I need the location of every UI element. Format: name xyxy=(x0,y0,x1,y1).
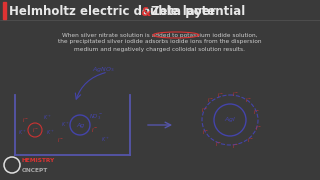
Text: $K^+$: $K^+$ xyxy=(101,136,109,144)
Text: $I^-$: $I^-$ xyxy=(57,136,63,144)
Text: $I^-$: $I^-$ xyxy=(91,126,99,134)
Text: When silver nitrate solution is added to potassium iodide solution,: When silver nitrate solution is added to… xyxy=(62,33,258,37)
Text: Helmholtz electric double layer: Helmholtz electric double layer xyxy=(9,6,220,19)
Text: $I^-$: $I^-$ xyxy=(202,128,209,136)
Text: $K^+$: $K^+$ xyxy=(18,129,26,138)
Text: medium and negatively charged colloidal solution results.: medium and negatively charged colloidal … xyxy=(75,46,245,51)
Text: $I^-$: $I^-$ xyxy=(217,91,223,99)
Text: Zeta potential: Zeta potential xyxy=(151,6,245,19)
Text: $I^-$: $I^-$ xyxy=(244,96,252,104)
Text: $I^-$: $I^-$ xyxy=(254,124,261,132)
Text: $I^-$: $I^-$ xyxy=(252,108,260,116)
Text: $K^+$: $K^+$ xyxy=(43,114,51,122)
Text: ONCEPT: ONCEPT xyxy=(22,168,48,172)
Text: $K^+$: $K^+$ xyxy=(61,121,69,129)
Text: $I^-$: $I^-$ xyxy=(21,116,28,124)
Text: $AgNO_3$: $AgNO_3$ xyxy=(92,66,114,75)
Text: Ag: Ag xyxy=(76,123,84,127)
Text: HEMISTRY: HEMISTRY xyxy=(22,159,55,163)
Text: $I^-$: $I^-$ xyxy=(214,140,221,148)
Text: $I^-$: $I^-$ xyxy=(201,106,207,114)
Text: &: & xyxy=(141,6,156,19)
Text: $I^-$: $I^-$ xyxy=(246,136,253,144)
Text: $NO_3^-$: $NO_3^-$ xyxy=(89,112,103,122)
Text: $K^+$: $K^+$ xyxy=(46,129,54,138)
Text: the precipitated silver iodide adsorbs iodide ions from the dispersion: the precipitated silver iodide adsorbs i… xyxy=(58,39,262,44)
Text: $I^-$: $I^-$ xyxy=(31,126,38,134)
Text: $I^-$: $I^-$ xyxy=(231,90,238,98)
Text: $I^-$: $I^-$ xyxy=(231,142,238,150)
Text: $I^-$: $I^-$ xyxy=(206,96,213,104)
Text: $AgI$: $AgI$ xyxy=(224,116,236,125)
Bar xyxy=(3,2,6,19)
